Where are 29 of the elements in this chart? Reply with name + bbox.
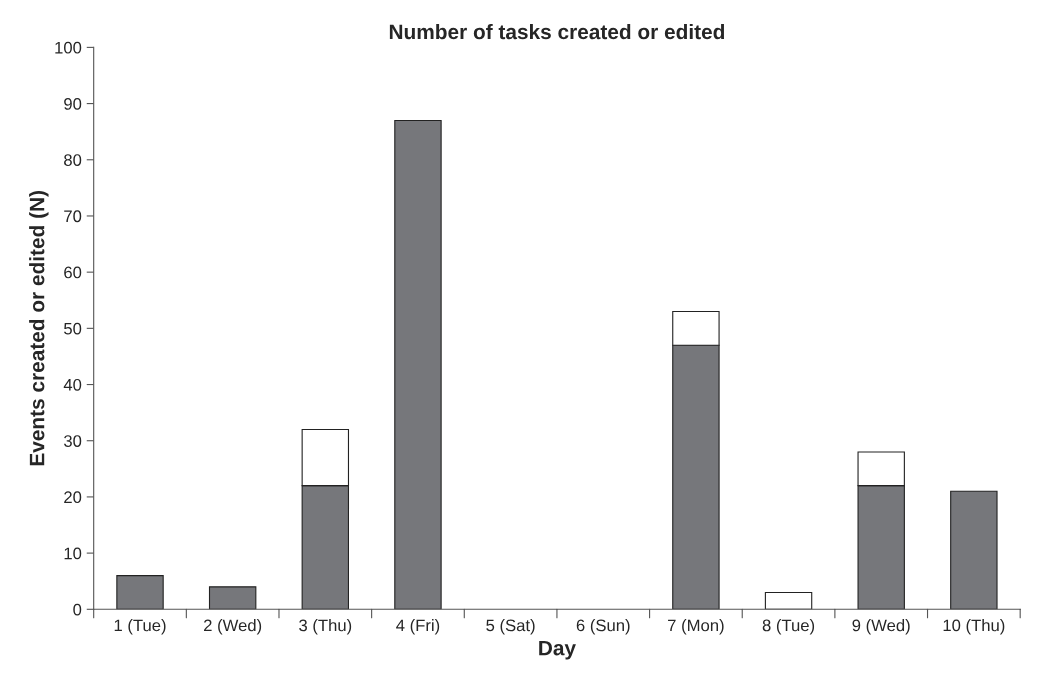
x-tick-label: 1 (Tue) (114, 619, 166, 635)
x-tick-label: 4 (Fri) (396, 619, 440, 635)
bar (764, 591, 813, 610)
bar (394, 119, 442, 610)
x-tick-label: 3 (Thu) (299, 619, 352, 635)
x-tick-label: 7 (Mon) (668, 619, 724, 635)
bar (950, 490, 998, 610)
x-tick-label: 5 (Sat) (486, 619, 535, 635)
y-tick-label: 90 (64, 97, 82, 110)
y-tick-label: 40 (63, 378, 82, 391)
x-tick-label: 8 (Tue) (762, 619, 815, 635)
x-tick-label: 10 (Thu) (943, 619, 1005, 635)
y-tick-label: 30 (63, 435, 82, 447)
x-tick-label: 2 (Wed) (204, 619, 262, 635)
y-tick-label: 0 (73, 603, 82, 616)
y-tick-label: 10 (64, 547, 82, 560)
y-tick-label: 50 (64, 322, 82, 335)
y-tick-label: 80 (64, 154, 82, 166)
x-tick-label: 6 (Sun) (576, 619, 630, 635)
y-tick-label: 70 (64, 210, 82, 223)
y-tick-label: 60 (64, 266, 82, 279)
chart-title: Number of tasks created or edited (389, 23, 725, 40)
x-tick-label: 9 (Wed) (852, 619, 910, 635)
bar (208, 586, 257, 610)
y-tick-label: 20 (64, 491, 82, 504)
y-tick-label: 100 (55, 41, 82, 54)
bar (116, 575, 164, 610)
x-axis-title: Day (539, 640, 576, 660)
y-axis-title: Events created or edited (N) (29, 191, 49, 466)
